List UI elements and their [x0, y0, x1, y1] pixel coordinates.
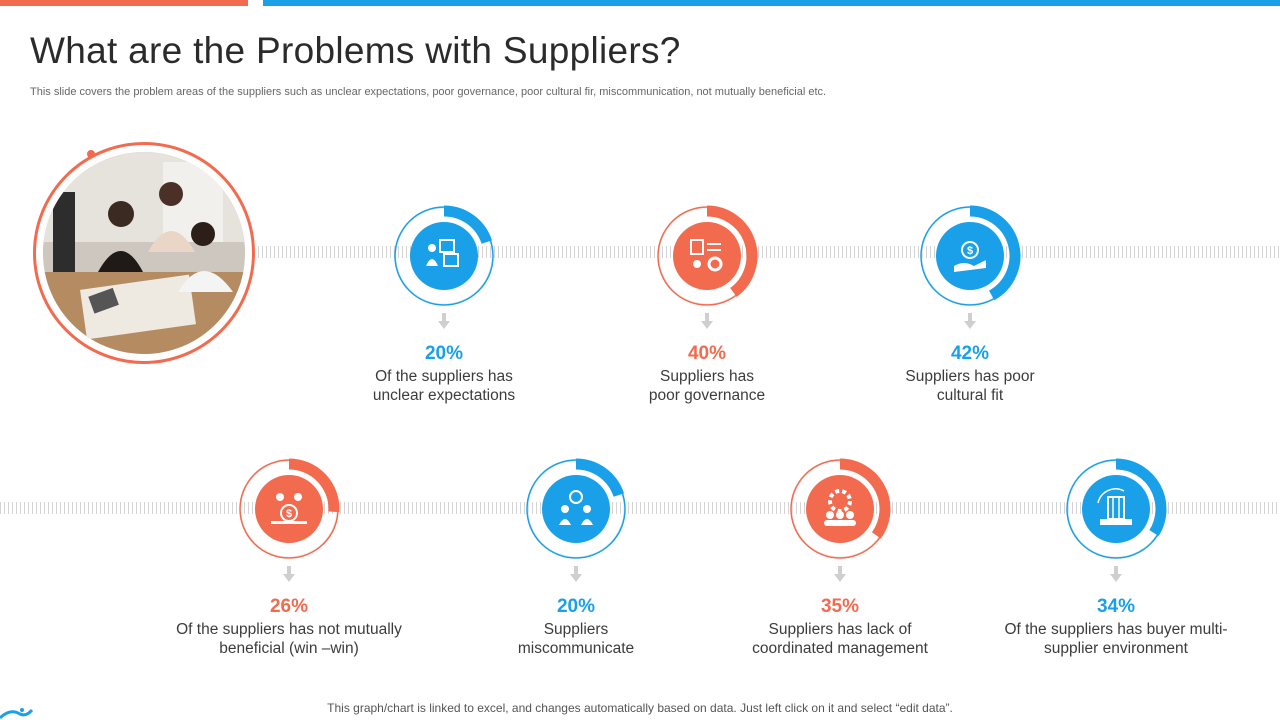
stat-miscommunicate: 20% Suppliers miscommunicate: [446, 596, 706, 658]
team-gear-icon: [824, 489, 856, 526]
ring-center: [936, 222, 1004, 290]
stat-percent: 20%: [556, 596, 596, 617]
stat-description-line1: Suppliers has poor: [905, 368, 1035, 385]
ring-center: [255, 475, 323, 543]
stat-description-line1: Suppliers: [543, 621, 609, 638]
supplier-boxes-icon: [426, 239, 459, 267]
percent-ring-coordinated-management: [790, 458, 891, 559]
stat-percent: 42%: [950, 343, 990, 364]
stat-description-line2: cultural fit: [936, 387, 1004, 404]
timeline-ruler-top: [258, 246, 1280, 258]
team-photo-frame: [33, 142, 255, 364]
down-arrow-icon: [1110, 566, 1122, 582]
percent-ring-poor-governance: [657, 205, 758, 306]
stat-description-line2: unclear expectations: [372, 387, 516, 404]
stat-percent: 20%: [424, 343, 464, 364]
stat-cultural-fit: 42% Suppliers has poor cultural fit: [840, 343, 1100, 405]
stat-description-line1: Suppliers has: [660, 368, 754, 385]
stat-percent: 40%: [687, 343, 727, 364]
ring-outline: [239, 459, 339, 559]
ring-outline: [657, 206, 757, 306]
building-cycle-icon: [1097, 488, 1132, 525]
stat-not-mutually-beneficial: 26% Of the suppliers has not mutually be…: [159, 596, 419, 658]
footer-note: This graph/chart is linked to excel, and…: [327, 701, 953, 715]
stat-description-line2: poor governance: [648, 387, 766, 404]
ring-progress-arc: [706, 205, 758, 297]
down-arrow-icon: [701, 313, 713, 329]
top-accent-bar-blue: [263, 0, 1280, 6]
svg-text:$: $: [967, 245, 973, 257]
stat-description-line1: Of the suppliers has buyer multi-: [1004, 621, 1228, 638]
down-arrow-icon: [834, 566, 846, 582]
governance-gears-icon: [690, 239, 723, 272]
ring-progress-arc: [443, 205, 493, 245]
stat-multi-supplier-environment: 34% Of the suppliers has buyer multi- su…: [986, 596, 1246, 658]
stat-description-line2: miscommunicate: [517, 640, 635, 657]
down-arrow-icon: [438, 313, 450, 329]
percent-ring-unclear-expectations: [394, 205, 494, 306]
svg-text:$: $: [286, 508, 292, 520]
percent-ring-not-mutually-beneficial: $: [239, 458, 340, 559]
stat-description-line2: supplier environment: [1044, 640, 1188, 657]
top-accent-bar-orange: [0, 0, 248, 6]
ring-outline: [526, 459, 626, 559]
stat-percent: 34%: [1096, 596, 1136, 617]
down-arrow-icon: [964, 313, 976, 329]
money-hand-icon: $: [954, 241, 986, 272]
percent-ring-miscommunicate: [526, 458, 626, 559]
ring-outline: [790, 459, 890, 559]
ring-outline: [394, 206, 494, 306]
stat-unclear-expectations: 20% Of the suppliers has unclear expecta…: [314, 343, 574, 405]
stat-description-line1: Of the suppliers has: [375, 368, 513, 385]
team-meeting-photo: [43, 152, 245, 354]
people-dollar-icon: $: [271, 493, 307, 524]
ring-outline: [920, 206, 1020, 306]
stat-coordinated-management: 35% Suppliers has lack of coordinated ma…: [710, 596, 970, 658]
stat-description-line2: coordinated management: [752, 640, 928, 657]
down-arrow-icon: [283, 566, 295, 582]
stat-poor-governance: 40% Suppliers has poor governance: [577, 343, 837, 405]
page-subtitle: This slide covers the problem areas of t…: [30, 86, 827, 98]
ring-center: [1082, 475, 1150, 543]
ring-progress-arc: [1115, 458, 1167, 537]
ring-progress-arc: [575, 458, 625, 498]
stat-description-line2: beneficial (win –win): [219, 640, 359, 657]
ring-progress-arc: [288, 458, 340, 513]
photo-accent-dot: [87, 150, 95, 158]
percent-ring-cultural-fit: $: [920, 205, 1021, 306]
ring-progress-arc: [839, 458, 891, 539]
percent-ring-multi-supplier: [1066, 458, 1167, 559]
ring-progress-arc: [969, 205, 1021, 301]
stat-description-line1: Of the suppliers has not mutually: [176, 621, 402, 638]
ring-center: [673, 222, 741, 290]
stat-percent: 35%: [820, 596, 860, 617]
stat-description-line1: Suppliers has lack of: [768, 621, 912, 638]
down-arrow-icon: [570, 566, 582, 582]
brand-logo-icon: [0, 708, 34, 720]
ring-outline: [1066, 459, 1166, 559]
page-title: What are the Problems with Suppliers?: [30, 30, 681, 71]
ring-center: [542, 475, 610, 543]
people-talking-icon: [559, 490, 593, 525]
stat-percent: 26%: [269, 596, 309, 617]
